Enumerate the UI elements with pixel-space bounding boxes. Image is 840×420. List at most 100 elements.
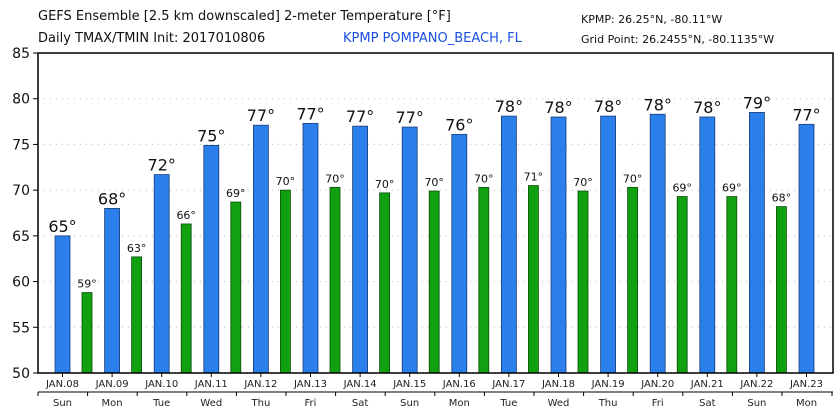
x-date-label: JAN.11	[194, 379, 228, 390]
chart-subtitle-init: Daily TMAX/TMIN Init: 2017010806	[38, 31, 266, 46]
tmax-bar	[649, 113, 666, 374]
tmin-value-label: 66°	[176, 209, 196, 222]
tmax-value-label: 77°	[792, 105, 820, 124]
tmax-value-label: 77°	[346, 107, 374, 126]
tmin-value-label: 70°	[375, 178, 395, 191]
tmin-value-label: 69°	[672, 182, 692, 195]
tmin-bar	[577, 190, 589, 374]
tmin-bar	[329, 186, 341, 374]
x-weekday-label: Tue	[499, 398, 517, 409]
x-date-label: JAN.21	[690, 379, 724, 390]
tmin-value-label: 63°	[127, 242, 147, 255]
y-tick-label: 60	[12, 275, 30, 291]
tmin-value-label: 68°	[772, 192, 792, 205]
tmin-bar	[676, 196, 688, 374]
bars	[54, 112, 815, 374]
y-tick-label: 85	[12, 46, 30, 62]
x-date-label: JAN.17	[491, 379, 525, 390]
x-date-label: JAN.20	[640, 379, 674, 390]
tmin-value-label: 71°	[524, 171, 544, 184]
x-weekday-label: Mon	[449, 398, 470, 409]
tmin-value-label: 69°	[226, 187, 246, 200]
tmax-value-label: 78°	[544, 98, 572, 117]
x-weekday-label: Thu	[251, 398, 271, 409]
tmax-value-label: 77°	[396, 108, 424, 127]
tmin-value-label: 70°	[424, 176, 444, 189]
tmin-bar	[230, 201, 242, 374]
tmax-bar	[104, 208, 120, 374]
value-labels: 65° 59° 68° 63° 72° 66° 75° 69° 77° 70° 77° 70° 77° 7…	[48, 93, 820, 290]
tmax-value-label: 75°	[197, 126, 225, 145]
x-date-label: JAN.22	[739, 379, 773, 390]
x-date-label: JAN.12	[243, 379, 277, 390]
tmax-bar	[451, 133, 468, 374]
x-weekday-label: Wed	[548, 398, 570, 409]
x-date-label: JAN.13	[293, 379, 327, 390]
x-weekday-label: Sat	[352, 398, 368, 409]
x-weekday-label: Tue	[152, 398, 170, 409]
station-coordinates: KPMP: 26.25°N, -80.11°W	[581, 13, 723, 26]
tmin-value-label: 70°	[325, 172, 345, 185]
tmax-bar	[203, 144, 220, 374]
tmax-bar	[798, 123, 815, 374]
x-date-label: JAN.10	[144, 379, 178, 390]
tmin-bar	[627, 186, 638, 374]
tmax-bar	[54, 235, 71, 374]
x-date-label: JAN.18	[541, 379, 575, 390]
tmax-value-label: 68°	[98, 189, 126, 208]
tmin-value-label: 70°	[573, 176, 593, 189]
tmax-value-label: 78°	[644, 95, 672, 114]
gridlines	[38, 98, 833, 328]
x-weekday-label: Sun	[53, 398, 72, 409]
grid-point-coordinates: Grid Point: 26.2455°N, -80.1135°W	[581, 33, 775, 46]
tmax-bar	[153, 174, 170, 374]
x-date-label: JAN.23	[789, 379, 823, 390]
tmax-value-label: 78°	[495, 97, 523, 116]
tmax-bar	[352, 125, 369, 374]
axes: 50 55 60 65 70 75 80 85 JAN.08 Sun JAN.09 Mon JAN.10…	[12, 46, 834, 409]
y-tick-label: 50	[12, 366, 30, 382]
tmin-value-label: 59°	[77, 278, 97, 291]
tmin-bar	[428, 190, 440, 374]
x-date-label: JAN.09	[95, 379, 129, 390]
x-weekday-label: Thu	[598, 398, 618, 409]
x-weekday-label: Mon	[796, 398, 817, 409]
x-date-label: JAN.14	[343, 379, 377, 390]
y-tick-label: 55	[12, 320, 30, 336]
tmax-bar	[749, 112, 765, 374]
x-weekday-label: Wed	[200, 398, 222, 409]
tmax-value-label: 76°	[445, 115, 473, 134]
x-weekday-label: Fri	[305, 398, 317, 409]
y-tick-label: 70	[12, 183, 30, 199]
x-weekday-label: Mon	[102, 398, 123, 409]
tmin-bar	[180, 223, 192, 374]
tmin-bar	[81, 292, 93, 374]
x-date-label: JAN.08	[45, 379, 79, 390]
tmin-bar	[478, 186, 490, 374]
y-tick-label: 65	[12, 229, 30, 245]
x-date-label: JAN.19	[591, 379, 625, 390]
tmin-value-label: 70°	[623, 172, 643, 185]
y-tick-label: 80	[12, 92, 30, 108]
x-weekday-label: Sun	[400, 398, 419, 409]
tmin-bar	[131, 256, 143, 374]
tmax-value-label: 79°	[743, 93, 771, 112]
tmax-value-label: 78°	[594, 97, 622, 116]
tmin-bar	[726, 196, 738, 374]
x-date-label: JAN.16	[442, 379, 476, 390]
tmax-bar	[500, 115, 517, 374]
tmax-value-label: 78°	[693, 98, 721, 117]
tmax-bar	[699, 116, 716, 374]
tmax-value-label: 77°	[247, 106, 275, 125]
plot-frame	[37, 52, 834, 374]
tmax-bar	[401, 126, 418, 374]
tmin-value-label: 70°	[276, 175, 296, 188]
x-weekday-label: Fri	[652, 398, 664, 409]
tmax-bar	[550, 116, 567, 374]
tmax-value-label: 65°	[48, 217, 76, 236]
x-weekday-label: Sat	[699, 398, 715, 409]
tmin-bar	[528, 185, 539, 374]
tmin-value-label: 70°	[474, 172, 494, 185]
chart-title: GEFS Ensemble [2.5 km downscaled] 2-mete…	[38, 9, 451, 24]
